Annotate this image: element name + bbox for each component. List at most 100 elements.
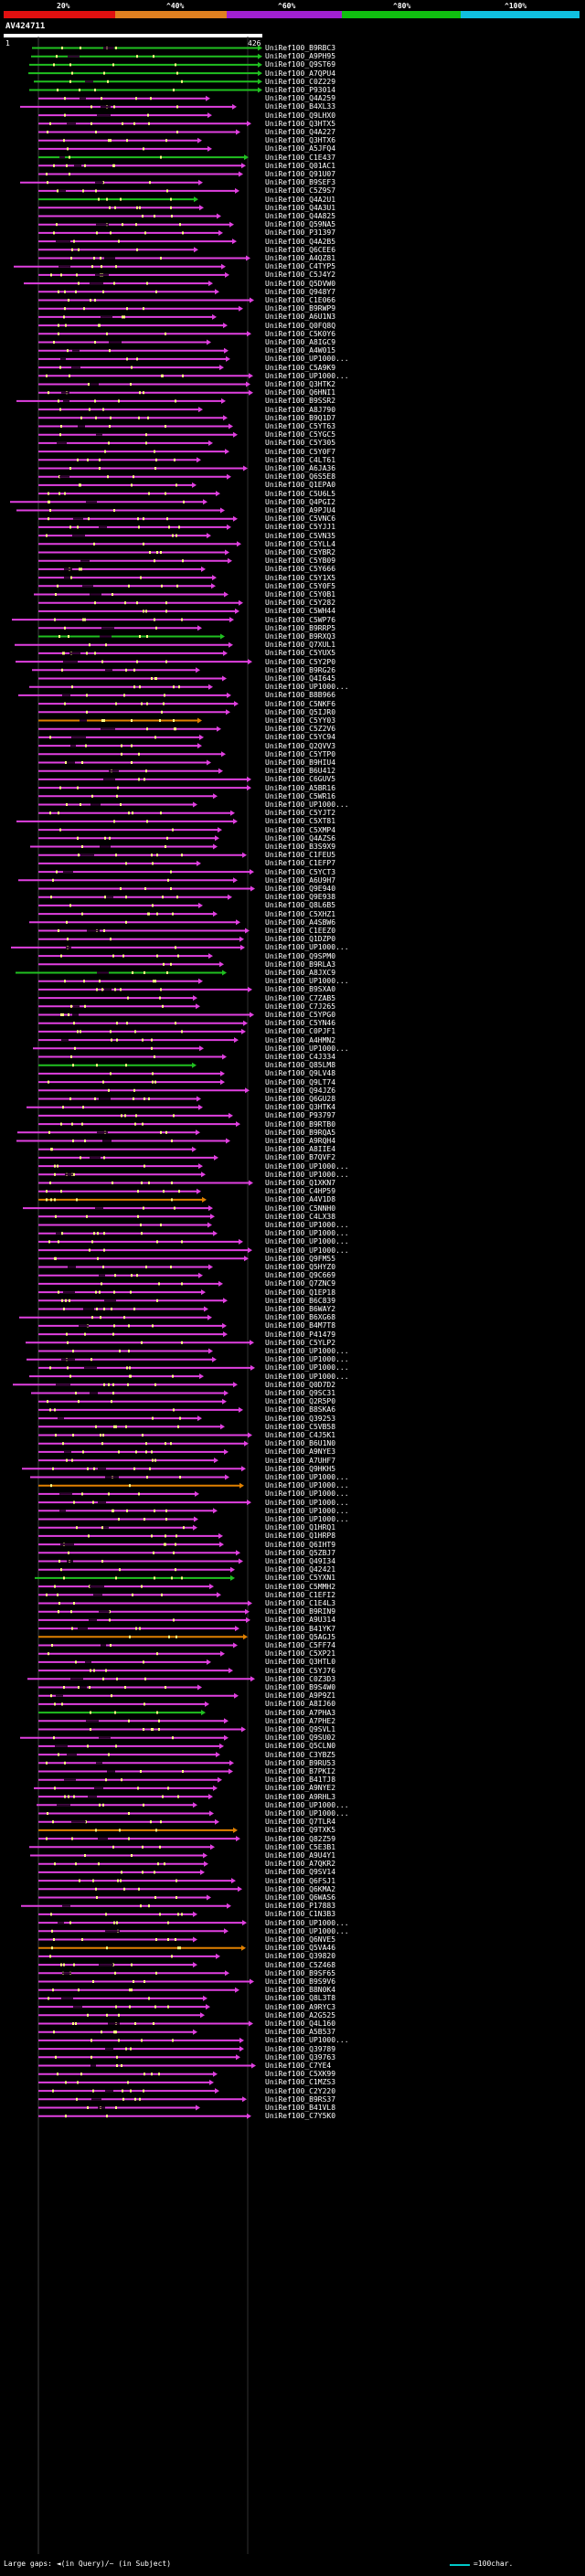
hit-label[interactable]: UniRef100_B9SXA0 xyxy=(265,985,336,994)
hit-label[interactable]: UniRef100_C5YC94 xyxy=(265,733,336,742)
hit-label[interactable]: UniRef100_C5FF74 xyxy=(265,1641,336,1649)
hit-label[interactable]: UniRef100_C5K0Y6 xyxy=(265,329,336,338)
hit-label[interactable]: UniRef100_Q91U07 xyxy=(265,170,336,178)
hit-label[interactable]: UniRef100_UP1000... xyxy=(265,683,349,692)
hit-label[interactable]: UniRef100_UP1000... xyxy=(265,1237,349,1246)
hit-label[interactable]: UniRef100_C5XT81 xyxy=(265,817,336,826)
hit-label[interactable]: UniRef100_B41VL8 xyxy=(265,2104,336,2112)
hit-label[interactable]: UniRef100_C5XHZ1 xyxy=(265,909,336,918)
hit-label[interactable]: UniRef100_UP1000... xyxy=(265,1926,349,1935)
hit-label[interactable]: UniRef100_B9RRP5 xyxy=(265,623,336,632)
hit-label[interactable]: UniRef100_Q4A227 xyxy=(265,128,336,136)
hit-label[interactable]: UniRef100_Q9ST69 xyxy=(265,60,336,69)
hit-label[interactable]: UniRef100_C7J265 xyxy=(265,1002,336,1011)
hit-label[interactable]: UniRef100_A7QKR2 xyxy=(265,1860,336,1869)
hit-label[interactable]: UniRef100_Q3HTX5 xyxy=(265,119,336,128)
hit-label[interactable]: UniRef100_Q42421 xyxy=(265,1565,336,1574)
hit-label[interactable]: UniRef100_C4LX38 xyxy=(265,1212,336,1221)
hit-label[interactable]: UniRef100_Q4A825 xyxy=(265,212,336,220)
hit-label[interactable]: UniRef100_C5YN46 xyxy=(265,1019,336,1028)
hit-label[interactable]: UniRef100_Q4AZS6 xyxy=(265,833,336,843)
hit-label[interactable]: UniRef100_A9U314 xyxy=(265,1616,336,1625)
hit-label[interactable]: UniRef100_B9RXQ3 xyxy=(265,632,336,641)
hit-label[interactable]: UniRef100_Q5CLN0 xyxy=(265,1742,336,1751)
hit-label[interactable]: UniRef100_C5XP21 xyxy=(265,1649,336,1659)
hit-label[interactable]: UniRef100_A4HMN2 xyxy=(265,1035,336,1044)
hit-label[interactable]: UniRef100_Q9E940 xyxy=(265,885,336,893)
hit-label[interactable]: UniRef100_A2G525 xyxy=(265,2010,336,2019)
hit-label[interactable]: UniRef100_Q5VA46 xyxy=(265,1944,336,1953)
hit-label[interactable]: UniRef100_Q3HTK2 xyxy=(265,380,336,388)
hit-label[interactable]: UniRef100_C5YTP0 xyxy=(265,749,336,758)
hit-label[interactable]: UniRef100_UP1000... xyxy=(265,1363,349,1373)
hit-label[interactable]: UniRef100_C5A9K9 xyxy=(265,363,336,372)
hit-label[interactable]: UniRef100_P17883 xyxy=(265,1902,336,1911)
hit-label[interactable]: UniRef100_Q1XKN7 xyxy=(265,1179,336,1187)
hit-label[interactable]: UniRef100_C5YXN1 xyxy=(265,1574,336,1583)
hit-label[interactable]: UniRef100_A8J790 xyxy=(265,405,336,414)
hit-label[interactable]: UniRef100_UP1000... xyxy=(265,355,349,364)
hit-label[interactable]: UniRef100_C5Z468 xyxy=(265,1960,336,1969)
hit-label[interactable]: UniRef100_P31397 xyxy=(265,228,336,238)
hit-label[interactable]: UniRef100_A5BR16 xyxy=(265,783,336,792)
hit-label[interactable]: UniRef100_Q7TLR4 xyxy=(265,1818,336,1827)
hit-label[interactable]: UniRef100_C5Y0F5 xyxy=(265,581,336,590)
hit-label[interactable]: UniRef100_UP1000... xyxy=(265,1229,349,1238)
hit-label[interactable]: UniRef100_A9U4Y1 xyxy=(265,1851,336,1860)
hit-label[interactable]: UniRef100_C1E066 xyxy=(265,296,336,304)
hit-label[interactable]: UniRef100_UP1000... xyxy=(265,1246,349,1255)
hit-label[interactable]: UniRef100_C5YCT3 xyxy=(265,867,336,876)
hit-label[interactable]: UniRef100_Q39789 xyxy=(265,2044,336,2053)
hit-label[interactable]: UniRef100_C4J334 xyxy=(265,1053,336,1061)
hit-label[interactable]: UniRef100_A4SBW6 xyxy=(265,917,336,927)
hit-label[interactable]: UniRef100_C5Z9S7 xyxy=(265,186,336,196)
hit-label[interactable]: UniRef100_B9S9V6 xyxy=(265,1977,336,1986)
hit-label[interactable]: UniRef100_C5YJJ1 xyxy=(265,523,336,532)
hit-label[interactable]: UniRef100_Q01AC1 xyxy=(265,161,336,170)
hit-label[interactable]: UniRef100_B9RS37 xyxy=(265,2094,336,2104)
hit-label[interactable]: UniRef100_Q4A259 xyxy=(265,94,336,103)
hit-label[interactable]: UniRef100_Q6FSJ1 xyxy=(265,1876,336,1885)
hit-label[interactable]: UniRef100_B8B966 xyxy=(265,691,336,700)
hit-label[interactable]: UniRef100_Q1DZP0 xyxy=(265,935,336,944)
hit-label[interactable]: UniRef100_C5VNC6 xyxy=(265,514,336,524)
hit-label[interactable]: UniRef100_C5YLP2 xyxy=(265,1338,336,1347)
hit-label[interactable]: UniRef100_Q2QVV3 xyxy=(265,741,336,750)
hit-label[interactable]: UniRef100_Q1HRP8 xyxy=(265,1532,336,1541)
hit-label[interactable]: UniRef100_C1E437 xyxy=(265,153,336,162)
hit-label[interactable]: UniRef100_C5YT63 xyxy=(265,422,336,430)
hit-label[interactable]: UniRef100_A6U1N3 xyxy=(265,313,336,322)
hit-label[interactable]: UniRef100_B8N0K4 xyxy=(265,1986,336,1995)
hit-label[interactable]: UniRef100_C5VN35 xyxy=(265,531,336,540)
hit-label[interactable]: UniRef100_C7YE4 xyxy=(265,2062,332,2070)
hit-label[interactable]: UniRef100_UP1000... xyxy=(265,1515,349,1523)
hit-label[interactable]: UniRef100_Q2R5P0 xyxy=(265,1397,336,1406)
hit-label[interactable]: UniRef100_C5YY03 xyxy=(265,716,336,725)
hit-label[interactable]: UniRef100_B9RLA3 xyxy=(265,959,336,969)
hit-label[interactable]: UniRef100_Q9LHX0 xyxy=(265,111,336,120)
hit-label[interactable]: UniRef100_C1N3B3 xyxy=(265,1910,336,1919)
hit-label[interactable]: UniRef100_Q9C669 xyxy=(265,1271,336,1280)
hit-label[interactable]: UniRef100_Q9E938 xyxy=(265,893,336,902)
hit-label[interactable]: UniRef100_UP1000... xyxy=(265,1473,349,1481)
hit-label[interactable]: UniRef100_Q9LV48 xyxy=(265,1069,336,1078)
hit-label[interactable]: UniRef100_Q39253 xyxy=(265,1414,336,1423)
hit-label[interactable]: UniRef100_Q0FQ8Q xyxy=(265,321,336,330)
hit-label[interactable]: UniRef100_Q85LM8 xyxy=(265,1061,336,1070)
hit-label[interactable]: UniRef100_B9RG26 xyxy=(265,665,336,674)
hit-label[interactable]: UniRef100_B9RIN9 xyxy=(265,1607,336,1617)
hit-label[interactable]: UniRef100_UP1000... xyxy=(265,1481,349,1490)
hit-label[interactable]: UniRef100_Q4PGI2 xyxy=(265,497,336,506)
hit-label[interactable]: UniRef100_UP1000... xyxy=(265,1809,349,1818)
hit-label[interactable]: UniRef100_C5VB58 xyxy=(265,1422,336,1431)
hit-label[interactable]: UniRef100_C1EEZ0 xyxy=(265,927,336,935)
hit-label[interactable]: UniRef100_A8IJ60 xyxy=(265,1700,336,1709)
hit-label[interactable]: UniRef100_A9RQH4 xyxy=(265,1137,336,1145)
hit-label[interactable]: UniRef100_Q8L6B5 xyxy=(265,901,336,910)
hit-label[interactable]: UniRef100_Q5DVW0 xyxy=(265,279,336,288)
hit-label[interactable]: UniRef100_Q6NVE5 xyxy=(265,1935,336,1944)
hit-label[interactable]: UniRef100_UP1000... xyxy=(265,2036,349,2045)
hit-label[interactable]: UniRef100_B9SSR2 xyxy=(265,397,336,406)
hit-label[interactable]: UniRef100_B6C839 xyxy=(265,1296,336,1305)
hit-label[interactable]: UniRef100_B9S4W0 xyxy=(265,1683,336,1691)
